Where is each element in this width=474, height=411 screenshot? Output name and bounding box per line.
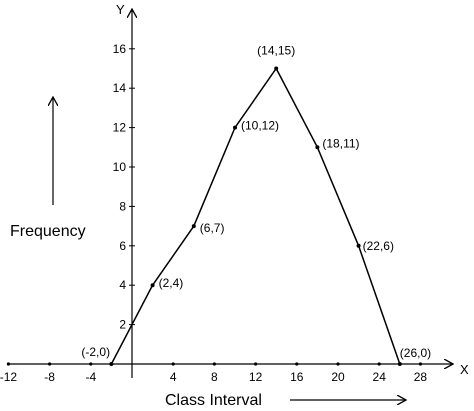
x-tick-mark [6,362,10,366]
x-tick-mark [418,362,422,366]
data-point [315,145,320,150]
x-tick-label: -12 [0,370,17,384]
data-point-label: (6,7) [200,221,225,235]
x-ticks: -12 -8 -4 4 8 12 16 20 24 28 [0,362,427,384]
data-point [109,362,114,366]
data-point-label: (-2,0) [81,345,110,359]
y-tick-label: 10 [113,160,127,174]
series-line [110,67,401,365]
x-tick-label: 16 [290,370,304,384]
data-point [191,224,196,229]
x-tick-label: -8 [44,370,55,384]
data-point-label: (14,15) [257,44,295,58]
y-ticks: 2 4 6 8 10 12 14 16 [113,42,135,332]
y-tick-label: 8 [119,199,126,213]
y-tick-label: 16 [113,42,127,56]
x-tick-mark [212,362,216,366]
data-point [274,66,279,71]
x-axis-label: Class Interval [165,392,262,409]
x-tick-label: 12 [249,370,263,384]
x-tick-mark [377,362,381,366]
x-tick-mark [89,362,93,366]
data-point-label: (18,11) [322,136,359,150]
y-axis-label: Frequency [10,223,86,240]
x-tick-mark [171,362,175,366]
y-tick-label: 14 [113,81,127,95]
x-axis-name: X [460,362,469,377]
data-point-label: (26,0) [400,346,431,360]
data-point-label: (22,6) [363,239,394,253]
y-tick-label: 2 [119,318,126,332]
data-point-label: (10,12) [241,119,279,133]
x-tick-label: 24 [373,370,387,384]
x-tick-label: 28 [414,370,428,384]
x-tick-mark [254,362,258,366]
y-axis-name: Y [116,2,125,17]
x-tick-mark [295,362,299,366]
y-tick-label: 12 [113,121,127,135]
x-tick-label: -4 [85,370,96,384]
data-point [356,243,361,248]
data-point [397,362,402,366]
data-point-label: (2,4) [159,276,184,290]
x-tick-mark [48,362,52,366]
x-tick-mark [336,362,340,366]
data-point [233,125,237,130]
y-tick-label: 6 [119,239,126,253]
x-tick-label: 4 [170,370,177,384]
data-points: (-2,0) (2,4) (6,7) (10,12) (14,15) (18,11) (22… [81,44,431,366]
x-tick-label: 8 [211,370,218,384]
data-point [150,283,155,288]
y-tick-label: 4 [119,278,126,292]
x-tick-label: 20 [331,370,345,384]
